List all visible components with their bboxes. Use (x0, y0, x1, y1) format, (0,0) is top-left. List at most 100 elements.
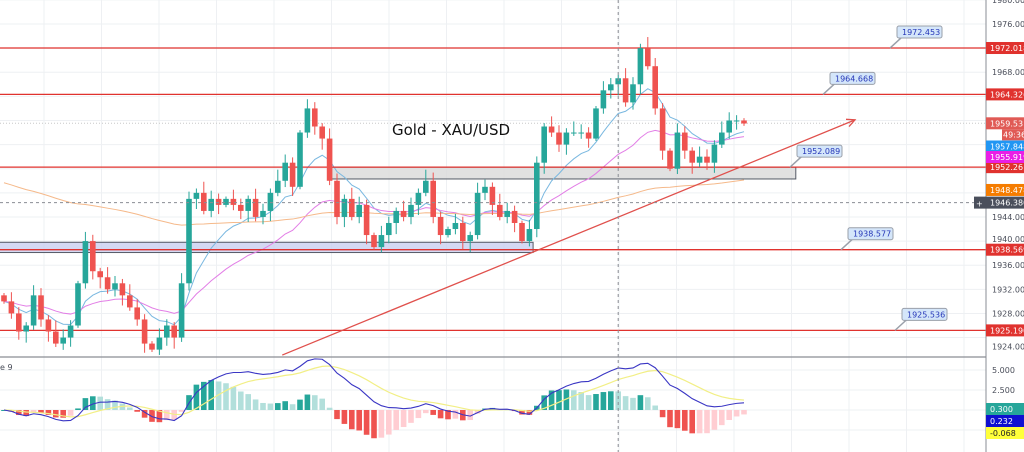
macd-histogram-bar (363, 410, 370, 435)
level-price-badge-bg (986, 324, 1024, 337)
macd-histogram-bar (645, 397, 651, 410)
macd-histogram-bar (275, 403, 281, 410)
candle-bullish (223, 198, 229, 205)
macd-histogram-bar (733, 410, 740, 417)
macd-histogram-bar (141, 410, 148, 418)
candle-bullish (504, 210, 510, 217)
macd-histogram-bar (630, 397, 636, 410)
macd-histogram-bar (667, 410, 673, 428)
price-tick-label: 1932.000 (992, 285, 1024, 294)
candle-bearish (622, 78, 629, 103)
plus-icon: + (976, 200, 983, 209)
macd-histogram-bar (75, 408, 81, 410)
macd-histogram-bar (30, 410, 37, 413)
candle-bearish (238, 204, 244, 211)
candle-bearish (741, 120, 747, 124)
candle-bearish (312, 108, 318, 127)
macd-histogram-bar (415, 410, 422, 419)
callout-pointer (840, 238, 854, 251)
candle-bearish (90, 241, 96, 272)
crosshair-price-badge: 1946.380 (990, 199, 1024, 208)
candle-bearish (289, 162, 296, 187)
price-axis-bg[interactable] (986, 0, 1024, 452)
candle-bullish (719, 132, 725, 145)
macd-tick-label: 2.500 (992, 386, 1015, 395)
callout-label: 1972.453 (902, 28, 940, 37)
callout-box[interactable] (847, 227, 894, 241)
candles (1, 37, 747, 355)
macd-histogram-bar (563, 389, 570, 410)
candle-bearish (326, 138, 333, 181)
candle-bullish (474, 192, 481, 236)
price-tick-label: 1968.000 (992, 68, 1024, 77)
macd-histogram-bar (201, 381, 207, 410)
callout-box[interactable] (829, 71, 876, 85)
macd-legend: e 9 (0, 363, 13, 372)
macd-histogram-bar (45, 410, 52, 415)
macd-histogram-bar (726, 410, 732, 421)
macd-histogram-bar (223, 383, 229, 410)
candle-bullish (526, 229, 533, 242)
level-price-badge: 1938.569 (990, 246, 1024, 255)
chart-title: Gold - XAU/USD (392, 121, 510, 139)
candle-bullish (541, 126, 547, 163)
candle-timer: 49:36 (1003, 130, 1024, 139)
crosshair-add-button[interactable] (974, 196, 986, 209)
candle-bearish (652, 66, 658, 109)
ma-slow-badge-bg (986, 183, 1024, 196)
macd-histogram-bar (622, 396, 629, 410)
callout-box[interactable] (901, 307, 948, 321)
macd-histogram-bar (704, 410, 710, 434)
macd-histogram-bar (408, 410, 414, 423)
candle-bullish (23, 325, 29, 332)
macd-histogram-bar (437, 410, 444, 419)
candle-bearish (400, 210, 407, 217)
price-callouts[interactable]: 1972.453 1964.668 1952.089 1938.577 1925.536 (789, 25, 948, 331)
macd-histogram-bar (97, 396, 103, 410)
candle-bullish (615, 78, 621, 85)
callout-box[interactable] (896, 25, 943, 39)
macd-histogram-bar (608, 391, 614, 410)
price-axis[interactable]: 1980.000 1976.000 1968.000 1944.000 1940.000… (974, 0, 1024, 452)
candle-bearish (645, 48, 651, 67)
trendline[interactable] (281, 118, 857, 356)
candle-bullish (297, 132, 303, 187)
level-price-badge-bg (986, 88, 1024, 101)
macd-histogram-bar (112, 400, 118, 410)
candle-bullish (82, 241, 89, 284)
candle-bearish (230, 198, 237, 205)
candle-bearish (497, 204, 503, 217)
ma-mid-badge-bg (986, 151, 1024, 163)
candle-bullish (733, 120, 740, 122)
callout-pointer (789, 155, 803, 168)
macd-histogram-bar (134, 410, 140, 412)
candle-bullish (193, 192, 200, 199)
macd-histogram-badge-bg (986, 403, 1024, 415)
callout-pointer (894, 318, 908, 331)
macd-histogram-bar (400, 410, 407, 428)
macd-histogram-bar (659, 410, 666, 418)
candle-bearish (334, 180, 340, 217)
callout-box[interactable] (796, 144, 843, 158)
candle-bearish (16, 313, 22, 332)
macd-pane: e 9 (0, 358, 747, 439)
macd-histogram-bar (164, 410, 170, 421)
candle-bullish (164, 325, 170, 338)
ma-slow-line (3, 179, 745, 226)
price-tick-label: 1976.000 (992, 20, 1024, 29)
horizontal-levels[interactable] (0, 47, 986, 332)
macd-histogram-bar (682, 410, 688, 431)
candle-bullish (726, 120, 732, 133)
macd-histogram-bar (371, 410, 377, 439)
candle-bearish (201, 192, 207, 211)
macd-histogram-bar (149, 410, 155, 422)
trendline-line (281, 119, 856, 356)
callout-label: 1925.536 (907, 310, 945, 319)
candle-bullish (30, 295, 37, 326)
callout-label: 1952.089 (802, 147, 840, 156)
macd-histogram-bar (696, 410, 703, 434)
candle-bearish (371, 235, 377, 248)
macd-signal-line (3, 365, 745, 418)
macd-histogram-bar (652, 405, 658, 410)
